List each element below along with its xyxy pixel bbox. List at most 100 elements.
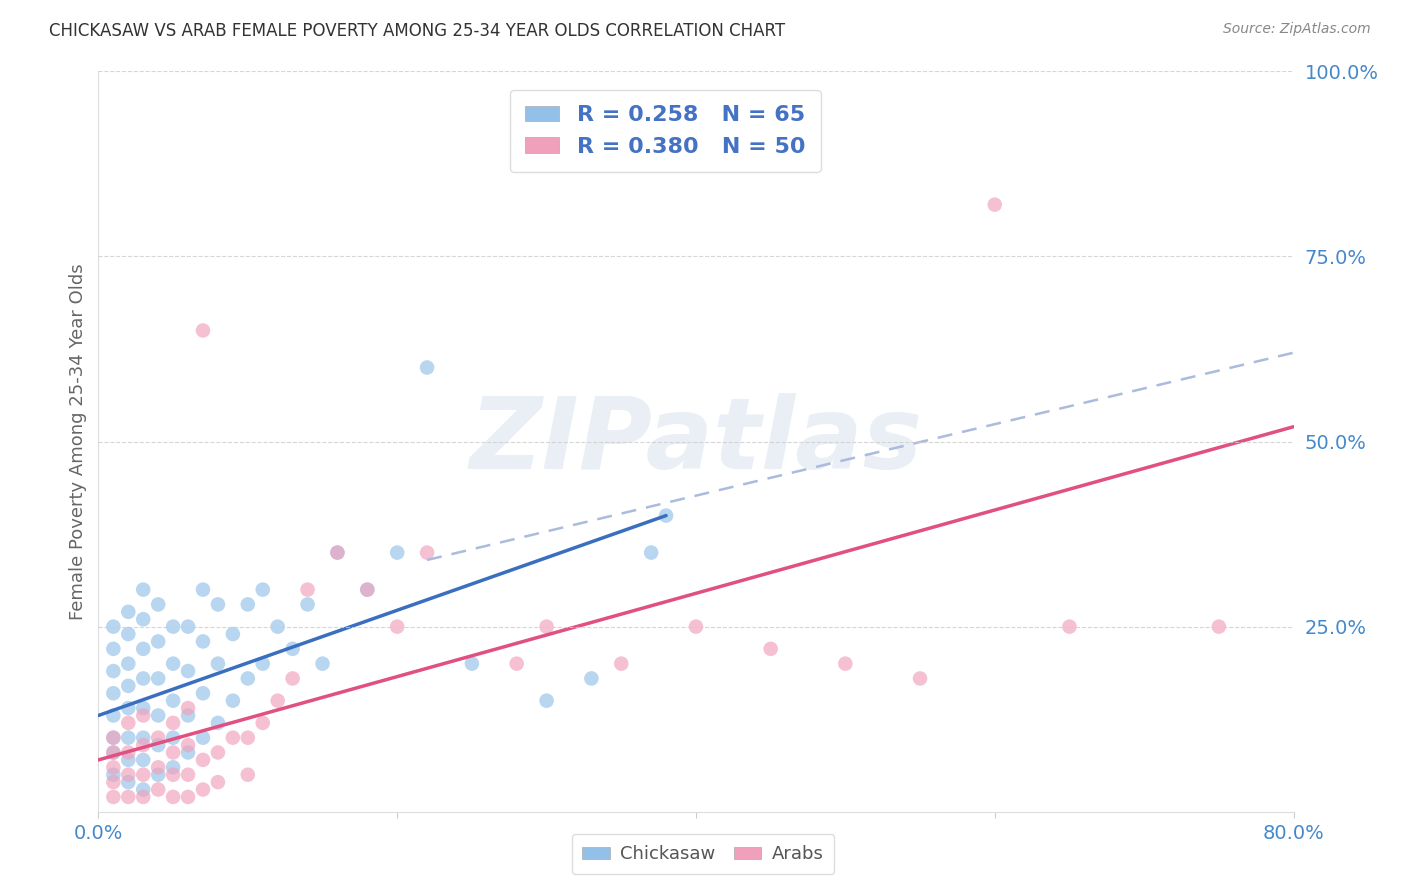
Point [162, 767, 184, 781]
Point [103, 760, 125, 774]
Point [117, 789, 139, 804]
Y-axis label: Female Poverty Among 25-34 Year Olds: Female Poverty Among 25-34 Year Olds [69, 263, 87, 620]
Point [132, 738, 155, 752]
Point [908, 672, 931, 686]
Point [132, 582, 155, 597]
Point [191, 686, 214, 700]
Point [222, 627, 245, 641]
Point [207, 775, 229, 789]
Point [177, 619, 200, 633]
Point [252, 657, 274, 671]
Point [117, 701, 139, 715]
Point [177, 767, 200, 781]
Point [148, 782, 170, 797]
Point [148, 767, 170, 781]
Point [103, 767, 125, 781]
Point [281, 641, 304, 656]
Point [655, 508, 678, 523]
Point [536, 619, 558, 633]
Point [207, 598, 229, 612]
Point [117, 679, 139, 693]
Point [148, 598, 170, 612]
Point [506, 657, 529, 671]
Point [834, 657, 856, 671]
Point [416, 360, 439, 375]
Point [132, 612, 155, 626]
Point [132, 672, 155, 686]
Point [759, 641, 782, 656]
Point [222, 694, 245, 708]
Text: Source: ZipAtlas.com: Source: ZipAtlas.com [1223, 22, 1371, 37]
Text: ZIPatlas: ZIPatlas [470, 393, 922, 490]
Point [252, 582, 274, 597]
Point [356, 582, 378, 597]
Point [297, 598, 319, 612]
Point [162, 731, 184, 745]
Point [117, 627, 139, 641]
Point [103, 746, 125, 760]
Point [132, 708, 155, 723]
Point [148, 731, 170, 745]
Point [222, 731, 245, 745]
Point [1208, 619, 1230, 633]
Point [177, 738, 200, 752]
Point [103, 789, 125, 804]
Point [103, 775, 125, 789]
Point [103, 708, 125, 723]
Point [685, 619, 707, 633]
Point [117, 753, 139, 767]
Point [1059, 619, 1081, 633]
Point [385, 619, 409, 633]
Point [177, 664, 200, 678]
Point [311, 657, 333, 671]
Point [207, 657, 229, 671]
Point [297, 582, 319, 597]
Point [117, 767, 139, 781]
Point [385, 546, 409, 560]
Point [162, 746, 184, 760]
Point [162, 694, 184, 708]
Point [103, 686, 125, 700]
Point [103, 641, 125, 656]
Point [191, 731, 214, 745]
Point [103, 664, 125, 678]
Point [103, 731, 125, 745]
Point [191, 753, 214, 767]
Point [148, 760, 170, 774]
Point [132, 641, 155, 656]
Point [117, 715, 139, 730]
Point [132, 782, 155, 797]
Point [132, 731, 155, 745]
Point [236, 598, 259, 612]
Point [252, 715, 274, 730]
Point [207, 746, 229, 760]
Legend: Chickasaw, Arabs: Chickasaw, Arabs [572, 834, 834, 874]
Point [191, 582, 214, 597]
Point [103, 731, 125, 745]
Point [132, 753, 155, 767]
Point [267, 619, 290, 633]
Point [117, 605, 139, 619]
Point [177, 746, 200, 760]
Point [461, 657, 484, 671]
Point [162, 619, 184, 633]
Point [236, 767, 259, 781]
Point [640, 546, 662, 560]
Point [148, 738, 170, 752]
Point [148, 634, 170, 648]
Point [177, 708, 200, 723]
Point [132, 789, 155, 804]
Point [191, 634, 214, 648]
Point [177, 701, 200, 715]
Point [103, 619, 125, 633]
Point [117, 775, 139, 789]
Point [162, 657, 184, 671]
Point [117, 746, 139, 760]
Point [581, 672, 603, 686]
Point [132, 767, 155, 781]
Text: CHICKASAW VS ARAB FEMALE POVERTY AMONG 25-34 YEAR OLDS CORRELATION CHART: CHICKASAW VS ARAB FEMALE POVERTY AMONG 2… [49, 22, 786, 40]
Point [117, 731, 139, 745]
Point [162, 760, 184, 774]
Point [191, 782, 214, 797]
Point [356, 582, 378, 597]
